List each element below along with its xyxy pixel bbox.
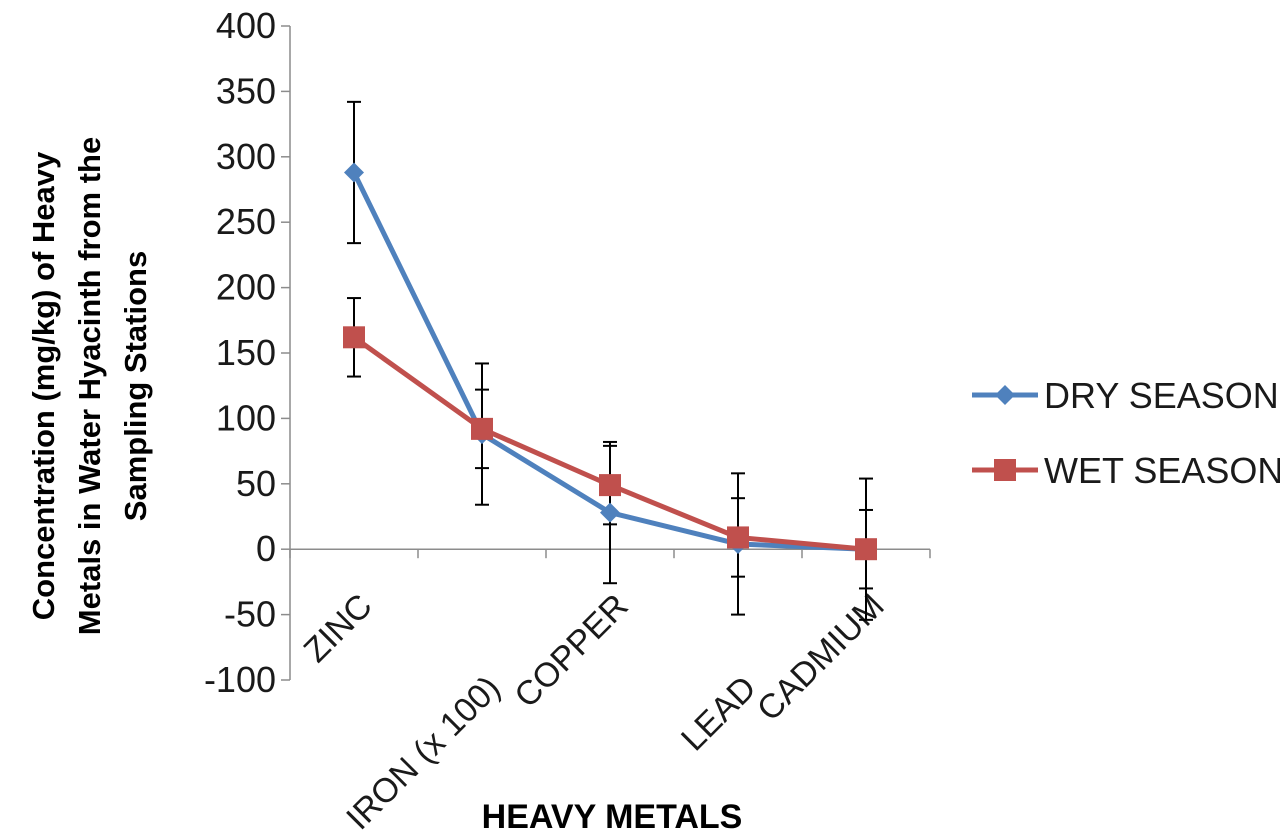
y-tick-label: 50 — [236, 463, 276, 504]
y-tick-label: 100 — [216, 397, 276, 438]
y-tick-label: 300 — [216, 136, 276, 177]
y-tick-label: 400 — [216, 5, 276, 46]
legend-marker-dry-season — [995, 385, 1015, 405]
y-tick-label: 200 — [216, 267, 276, 308]
legend: DRY SEASON WET SEASON — [972, 375, 1280, 491]
y-tick-label: -100 — [204, 659, 276, 700]
y-tick-label: -50 — [224, 594, 276, 635]
data-point-wet-season — [343, 326, 365, 349]
x-tick-label: LEAD — [674, 669, 764, 759]
x-tick-label: CADMIUM — [750, 587, 892, 729]
y-axis-title: Concentration (mg/kg) of Heavy Metals in… — [26, 137, 153, 635]
y-tick-label: 350 — [216, 70, 276, 111]
series-layer — [343, 100, 877, 621]
data-point-dry-season — [600, 502, 620, 523]
x-tick-label: COPPER — [507, 587, 635, 715]
legend-label-wet-season: WET SEASON — [1044, 450, 1280, 491]
y-axis-title-line-1: Concentration (mg/kg) of Heavy — [26, 151, 61, 620]
data-point-wet-season — [599, 474, 621, 497]
y-axis-title-line-3: Sampling Stations — [118, 251, 153, 521]
data-point-wet-season — [727, 526, 749, 549]
y-tick-labels: -100 -50 0 50 100 150 200 250 300 350 400 — [204, 5, 276, 700]
data-point-wet-season — [855, 538, 877, 561]
y-tick-label: 150 — [216, 332, 276, 373]
legend-label-dry-season: DRY SEASON — [1044, 375, 1279, 416]
y-tick-label: 0 — [256, 528, 276, 569]
y-axis-title-line-2: Metals in Water Hyacinth from the — [72, 137, 107, 635]
y-tick-label: 250 — [216, 201, 276, 242]
data-point-dry-season — [344, 162, 364, 183]
data-point-wet-season — [471, 417, 493, 440]
legend-marker-wet-season — [994, 459, 1016, 481]
x-axis-title: HEAVY METALS — [482, 798, 743, 836]
x-tick-label: ZINC — [297, 587, 380, 670]
